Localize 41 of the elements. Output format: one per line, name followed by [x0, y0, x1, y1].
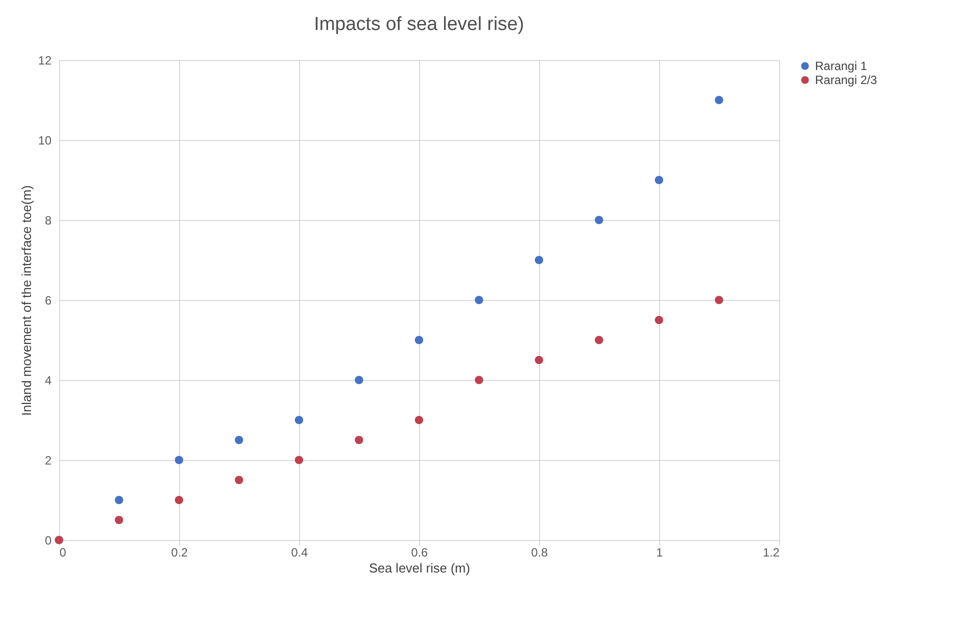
point [234, 436, 244, 444]
y-tick-label: 4 [44, 374, 52, 388]
y-tick-label: 2 [44, 454, 52, 468]
legend-label: Rarangi 1 [815, 59, 868, 73]
point [414, 336, 424, 344]
x-tick-label: 0 [60, 546, 66, 560]
x-tick-label: 0.8 [531, 546, 548, 560]
point [714, 96, 724, 104]
point [294, 456, 304, 464]
y-tick-label: 10 [38, 134, 52, 148]
point [594, 336, 604, 344]
x-tick-label: 0.6 [411, 546, 428, 560]
x-tick-label: 1 [656, 546, 664, 560]
point [294, 416, 304, 424]
point [114, 516, 124, 524]
point [654, 316, 664, 324]
y-tick-label: 8 [44, 214, 52, 228]
point [234, 476, 244, 484]
y-tick-label: 0 [44, 534, 52, 548]
point [534, 356, 544, 364]
point [174, 496, 184, 504]
point [474, 376, 484, 384]
point [114, 496, 124, 504]
x-tick-label: 0.2 [171, 546, 188, 560]
y-tick-label: 6 [44, 294, 52, 308]
point [654, 176, 664, 184]
legend-label: Rarangi 2/3 [815, 73, 878, 87]
y-axis-title: Inland movement of the interface toe(m) [19, 185, 34, 416]
x-tick-label: 1.2 [762, 546, 780, 560]
y-tick-label: 12 [38, 54, 52, 68]
point [354, 436, 364, 444]
point [174, 456, 184, 464]
point [594, 216, 604, 224]
x-axis-title: Sea level rise (m) [368, 560, 470, 576]
point [414, 416, 424, 424]
point [534, 256, 544, 264]
chart-title: Impacts of sea level rise) [314, 14, 524, 35]
x-tick-label: 0.4 [291, 546, 308, 560]
point [714, 296, 724, 304]
point [474, 296, 484, 304]
point [354, 376, 364, 384]
